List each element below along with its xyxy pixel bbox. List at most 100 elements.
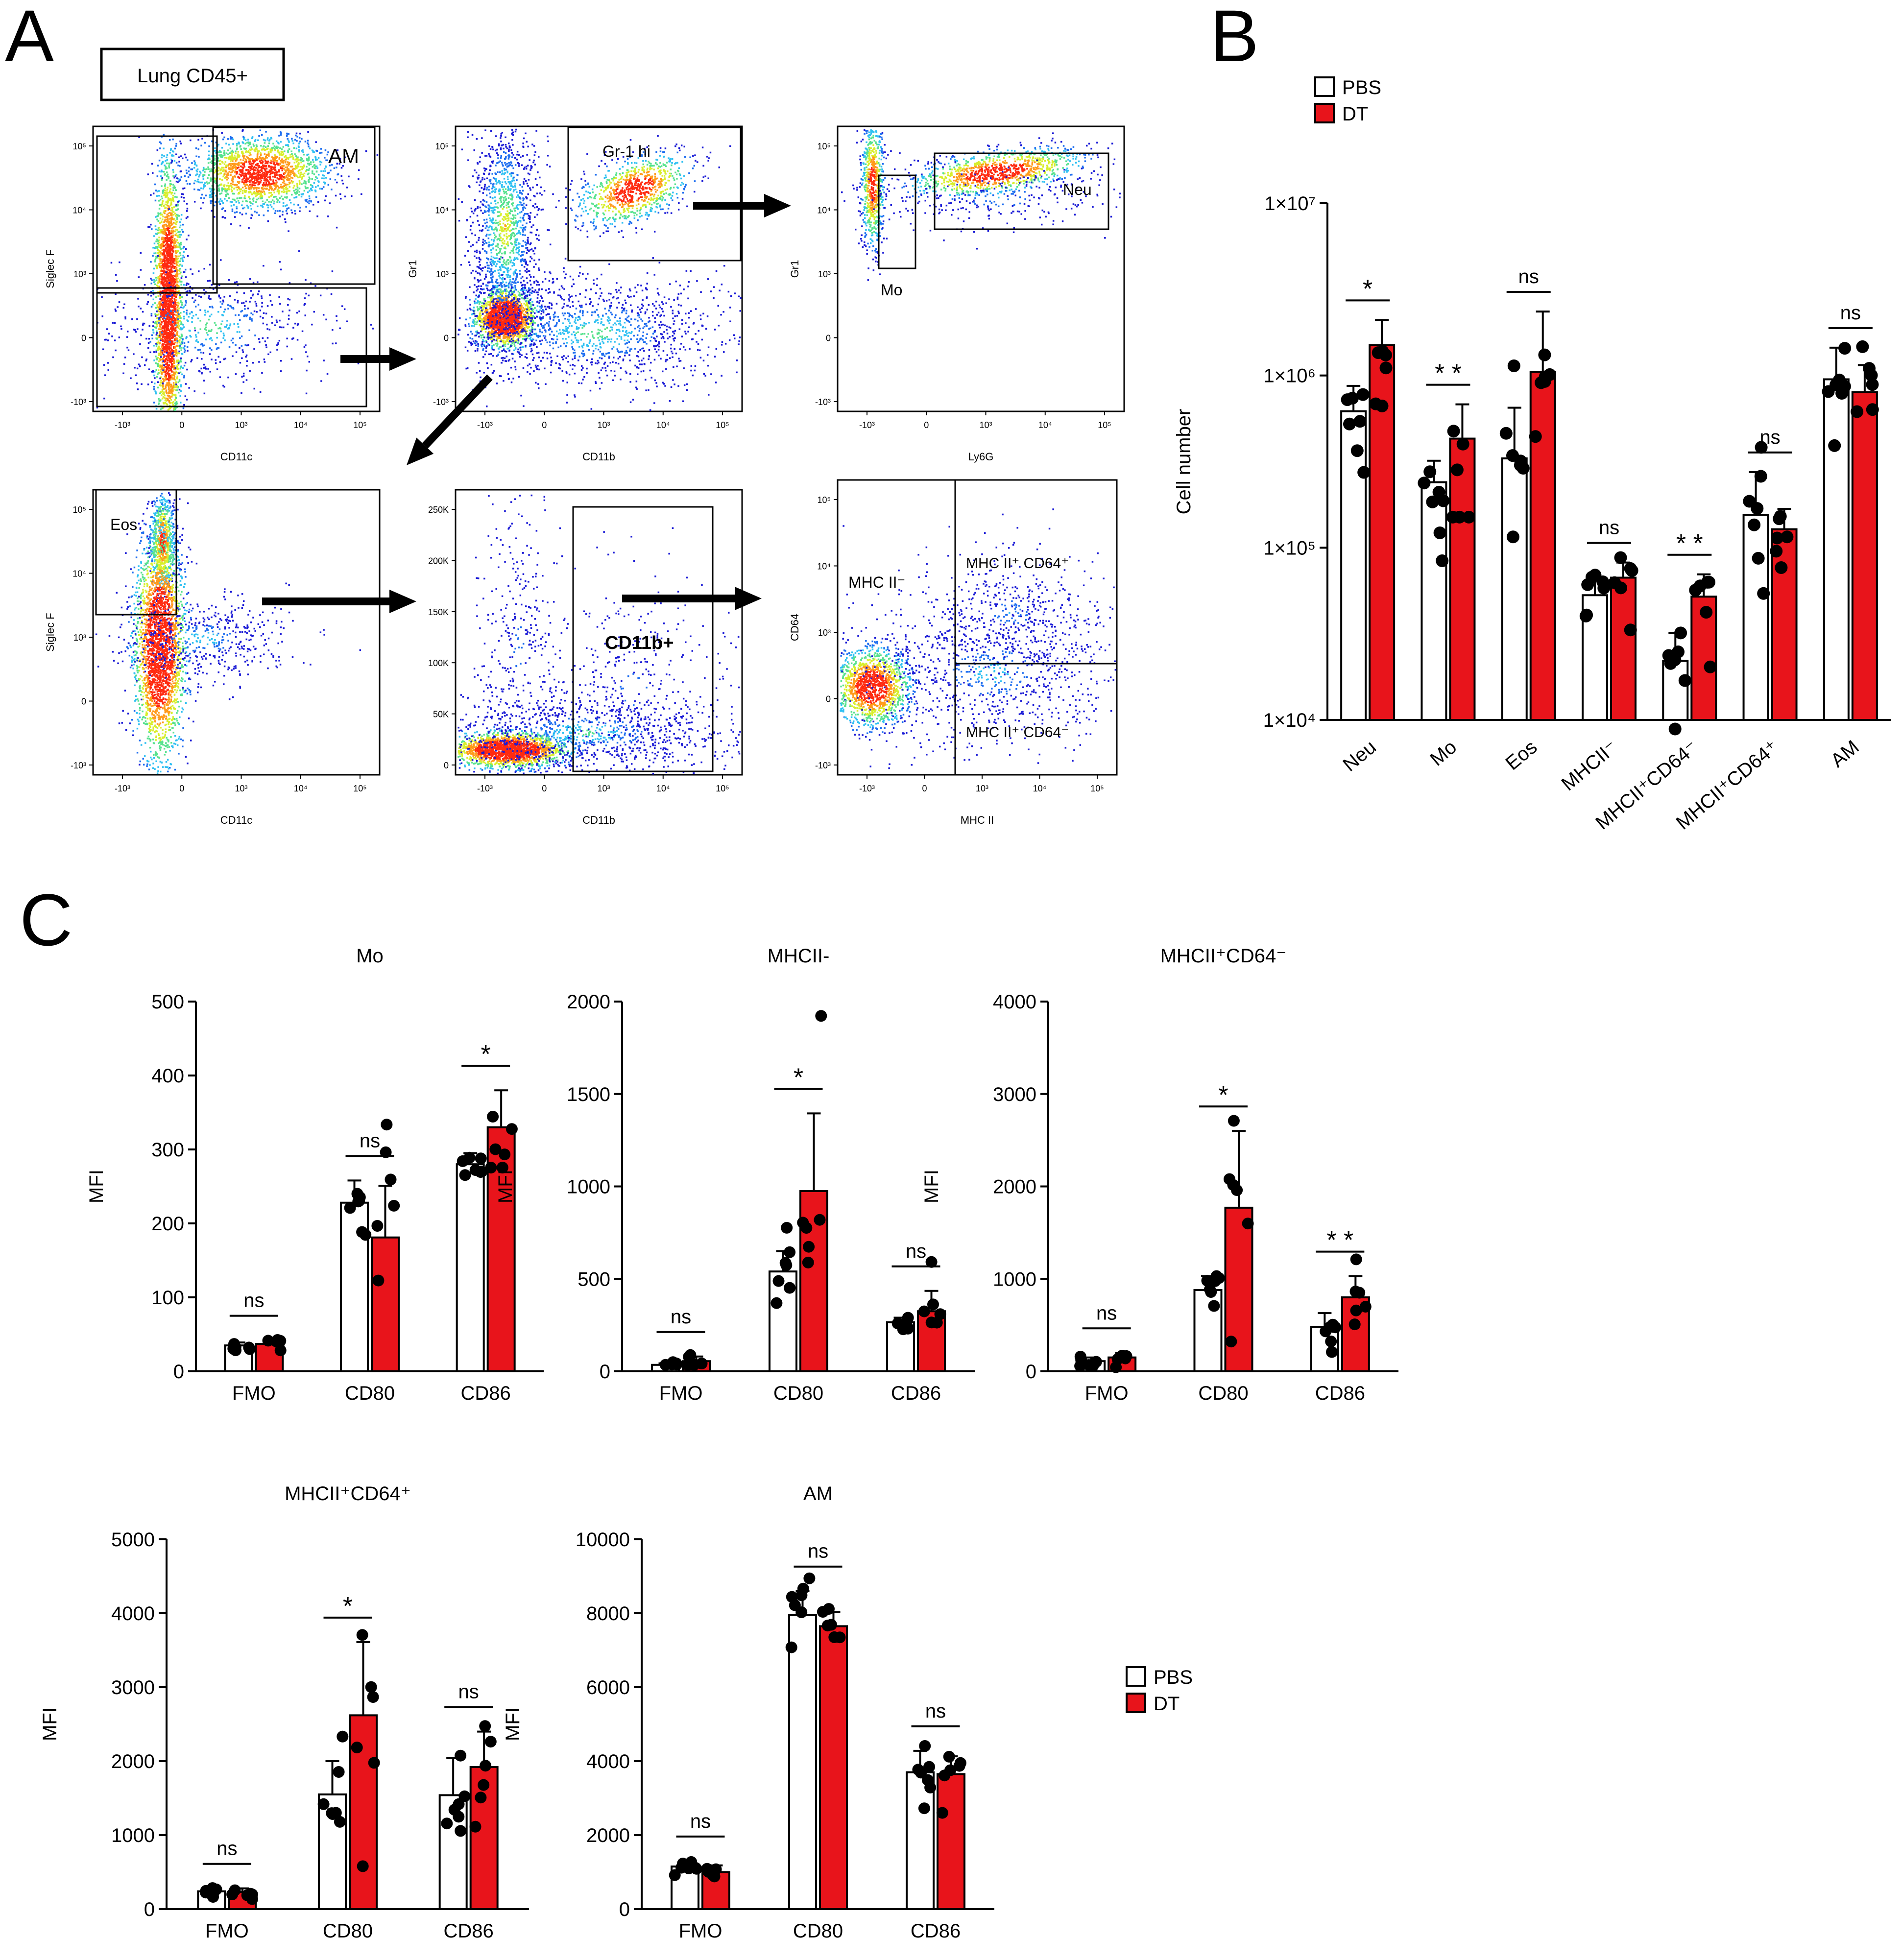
flow-tick-label: 200K [428,556,449,566]
event-dot [210,191,212,192]
event-dot [283,168,285,170]
event-dot [156,330,158,333]
event-dot [172,315,174,318]
event-dot [329,202,331,204]
event-dot [180,390,182,392]
event-dot [169,262,171,264]
event-dot [164,323,166,325]
event-dot [165,347,167,350]
event-dot [179,297,181,299]
event-dot [227,149,229,151]
event-dot [271,304,273,306]
event-dot [329,178,332,180]
flow-tick-label: 0 [179,784,184,793]
event-dot [186,183,189,185]
event-dot [169,376,172,379]
event-dot [180,155,182,157]
event-dot [195,294,197,296]
event-dot [230,174,232,176]
event-dot [284,196,286,198]
event-dot [274,160,276,162]
event-dot [198,156,200,158]
event-dot [170,337,172,339]
event-dot [341,305,343,307]
event-dot [156,304,159,306]
event-dot [198,175,200,178]
event-dot [181,373,183,376]
event-dot [189,335,191,337]
event-dot [246,156,248,158]
event-dot [183,284,185,286]
event-dot [258,150,260,152]
event-dot [159,229,161,231]
event-dot [175,240,177,243]
event-dot [160,265,163,268]
event-dot [171,262,173,264]
event-dot [176,255,178,258]
event-dot [166,308,168,311]
event-dot [184,153,186,156]
event-dot [179,316,181,318]
event-dot [190,360,192,362]
event-dot [152,304,154,306]
event-dot [263,148,265,150]
event-dot [180,248,182,250]
event-dot [196,173,198,175]
event-dot [224,157,226,159]
event-dot [164,309,166,311]
event-dot [160,365,162,367]
event-dot [161,332,163,334]
event-dot [242,129,244,131]
event-dot [180,284,182,286]
event-dot [158,244,160,246]
event-dot [164,203,167,206]
event-dot [308,145,310,147]
event-dot [243,166,245,168]
event-dot [219,163,222,166]
event-dot [241,376,243,378]
event-dot [166,329,168,331]
event-dot [279,162,282,165]
event-dot [159,342,161,344]
flow-tick-label: -10³ [115,420,130,430]
event-dot [153,252,155,255]
event-dot [242,159,244,161]
event-dot [147,293,149,296]
event-dot [340,197,342,200]
event-dot [179,371,182,374]
event-dot [176,293,178,296]
event-dot [186,313,188,315]
event-dot [300,171,302,174]
event-dot [268,189,270,191]
event-dot [251,181,253,183]
event-dot [164,187,167,189]
event-dot [234,184,236,186]
event-dot [157,220,160,222]
event-dot [248,161,250,163]
event-dot [185,268,187,271]
event-dot [156,317,158,319]
event-dot [163,331,165,333]
event-dot [177,361,179,363]
event-dot [234,212,236,214]
event-dot [181,353,184,355]
event-dot [181,347,183,349]
event-dot [289,175,291,177]
event-dot [154,261,156,263]
event-dot [299,141,301,143]
event-dot [152,272,155,274]
event-dot [285,159,287,161]
event-dot [166,275,169,277]
event-dot [150,371,153,373]
event-dot [168,167,170,169]
event-dot [171,282,173,285]
event-dot [168,243,169,245]
event-dot [219,178,221,180]
event-dot [217,143,219,146]
event-dot [157,277,159,279]
event-dot [165,232,168,234]
event-dot [325,318,327,321]
event-dot [170,324,172,326]
event-dot [145,337,147,340]
event-dot [161,349,164,352]
